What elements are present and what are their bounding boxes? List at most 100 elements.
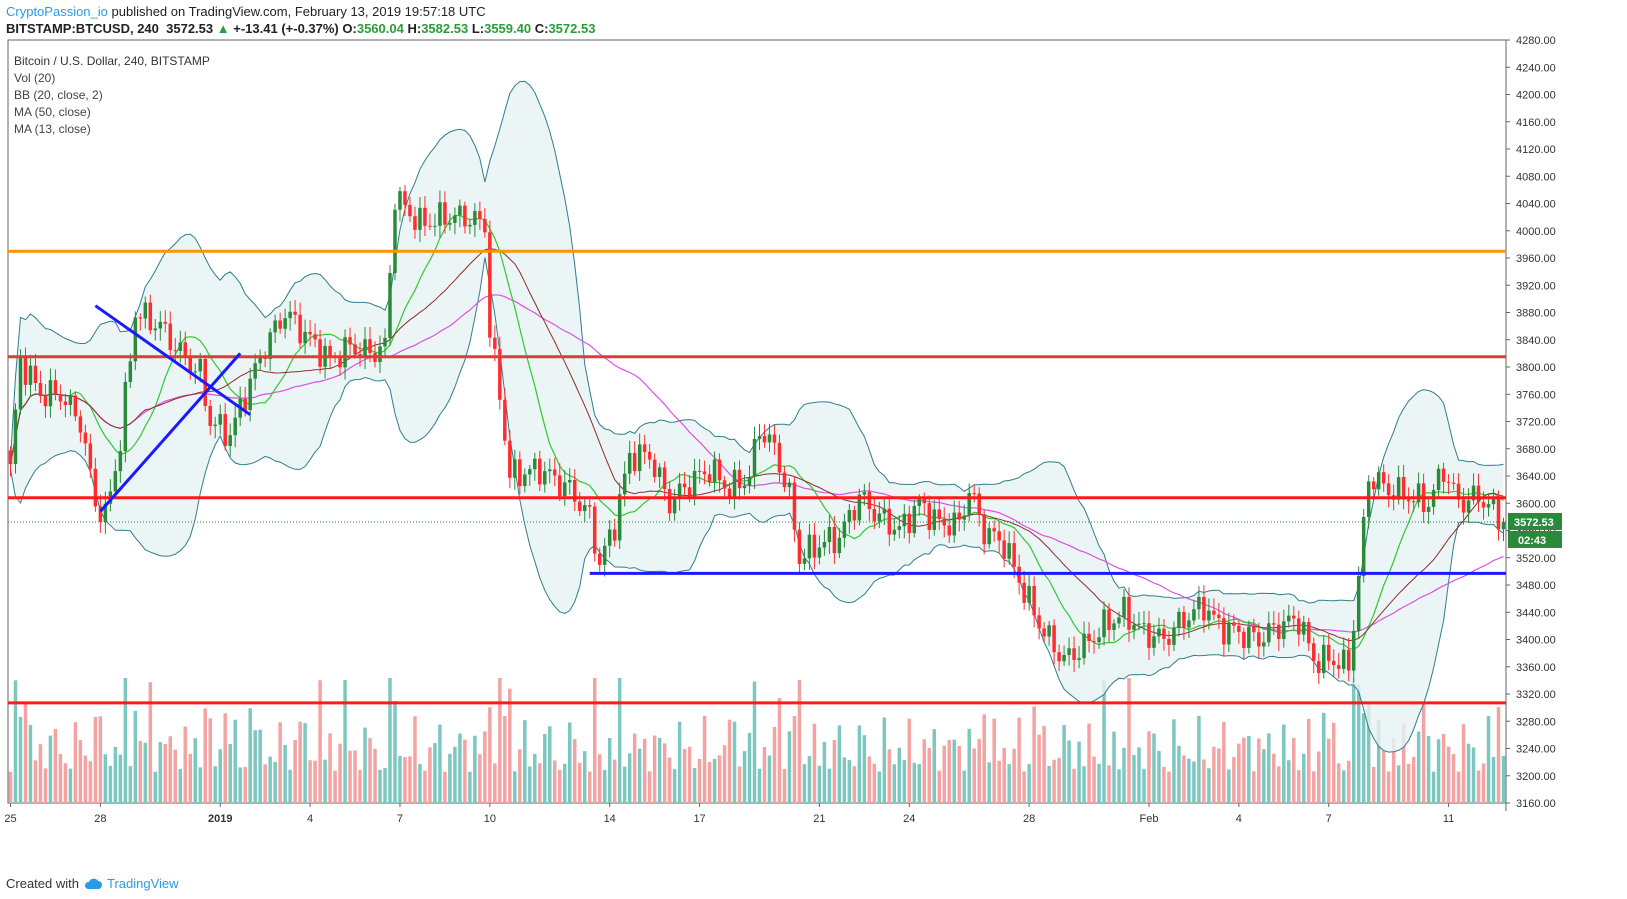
legend-ma13[interactable]: MA (13, close) [14,122,91,136]
volume-bar [1217,748,1221,803]
volume-bar [293,739,297,803]
volume-bar [1157,750,1161,803]
volume-bar [652,735,657,803]
candle-body [568,479,572,483]
volume-bar [1082,766,1086,803]
candle-body [912,505,917,534]
volume-bar [1326,738,1331,803]
volume-bar [1117,769,1121,803]
volume-bar [757,768,762,803]
volume-bar [528,766,532,803]
candle-body [792,482,797,530]
volume-bar [23,702,28,803]
candle-body [193,371,197,373]
volume-bar [902,760,907,803]
candle-body [38,383,43,397]
volume-bar [1262,749,1266,803]
candle-body [463,205,467,227]
candle-body [1321,644,1326,674]
candle-body [438,202,442,226]
volume-bar [582,751,587,803]
volume-bar [388,678,392,803]
volume-bar [1446,746,1451,803]
y-tick-label: 3640.00 [1516,471,1556,483]
volume-bar [33,760,38,803]
volume-bar [1087,723,1091,803]
volume-bar [298,721,302,803]
y-tick-label: 3160.00 [1516,798,1556,810]
volume-bar [368,738,372,803]
volume-bar [737,766,742,803]
candle-body [612,529,617,541]
volume-bar [572,739,577,803]
volume-bar [138,740,143,803]
x-tick-label: 17 [693,813,705,825]
volume-bar [1436,739,1441,803]
candle-body [882,508,887,514]
volume-bar [972,748,976,803]
candle-body [1406,499,1411,502]
volume-bar [1202,759,1206,803]
candle-body [13,409,18,465]
candle-body [602,545,607,565]
candle-body [63,401,68,406]
candle-body [687,487,692,497]
volume-bar [438,724,442,803]
candle-body [1212,610,1216,615]
volume-bar [617,678,622,803]
candle-body [198,359,202,372]
volume-bar [8,771,13,803]
author-link[interactable]: CryptoPassion_io [6,4,108,19]
volume-bar [1167,771,1171,803]
legend-volume[interactable]: Vol (20) [14,71,56,85]
candle-body [1501,521,1506,530]
candle-body [1376,472,1381,490]
volume-bar [587,771,592,803]
volume-bar [622,766,627,803]
legend-ma50[interactable]: MA (50, close) [14,105,91,119]
candle-body [907,513,912,534]
volume-bar [38,744,43,803]
candle-body [662,467,667,490]
volume-bar [807,756,812,803]
candle-body [163,321,168,324]
candle-body [1192,609,1196,621]
volume-bar [817,765,822,803]
volume-bar [178,768,183,803]
volume-bar [1411,756,1416,803]
candle-body [577,501,582,512]
volume-bar [1416,731,1421,803]
y-tick-label: 3320.00 [1516,689,1556,701]
legend-bollinger[interactable]: BB (20, close, 2) [14,88,103,102]
volume-bar [952,739,956,803]
candle-body [1012,543,1016,567]
volume-bar [358,769,362,803]
candle-body [233,417,237,436]
candle-body [508,440,512,478]
volume-bar [927,747,932,803]
candle-body [812,534,817,558]
bollinger-upper-line [10,80,1504,604]
volume-bar [1227,769,1231,803]
tradingview-link[interactable]: TradingView [106,876,179,891]
candle-body [1336,665,1341,669]
volume-bar [1386,771,1391,803]
candle-body [1456,483,1461,500]
candle-body [772,434,777,443]
candle-body [1207,610,1211,621]
footer: Created with TradingView [6,876,179,891]
candle-body [1102,609,1106,638]
volume-bar [1142,768,1146,803]
candle-body [592,506,597,554]
candle-body [607,529,612,546]
volume-bar [682,749,687,803]
volume-bar [697,758,702,803]
volume-bar [68,768,73,803]
volume-bar [1466,743,1471,803]
publish-info: CryptoPassion_io published on TradingVie… [6,4,486,20]
volume-bar [188,753,193,803]
candle-body [667,489,672,514]
candle-body [528,469,532,475]
volume-bar [513,771,517,803]
